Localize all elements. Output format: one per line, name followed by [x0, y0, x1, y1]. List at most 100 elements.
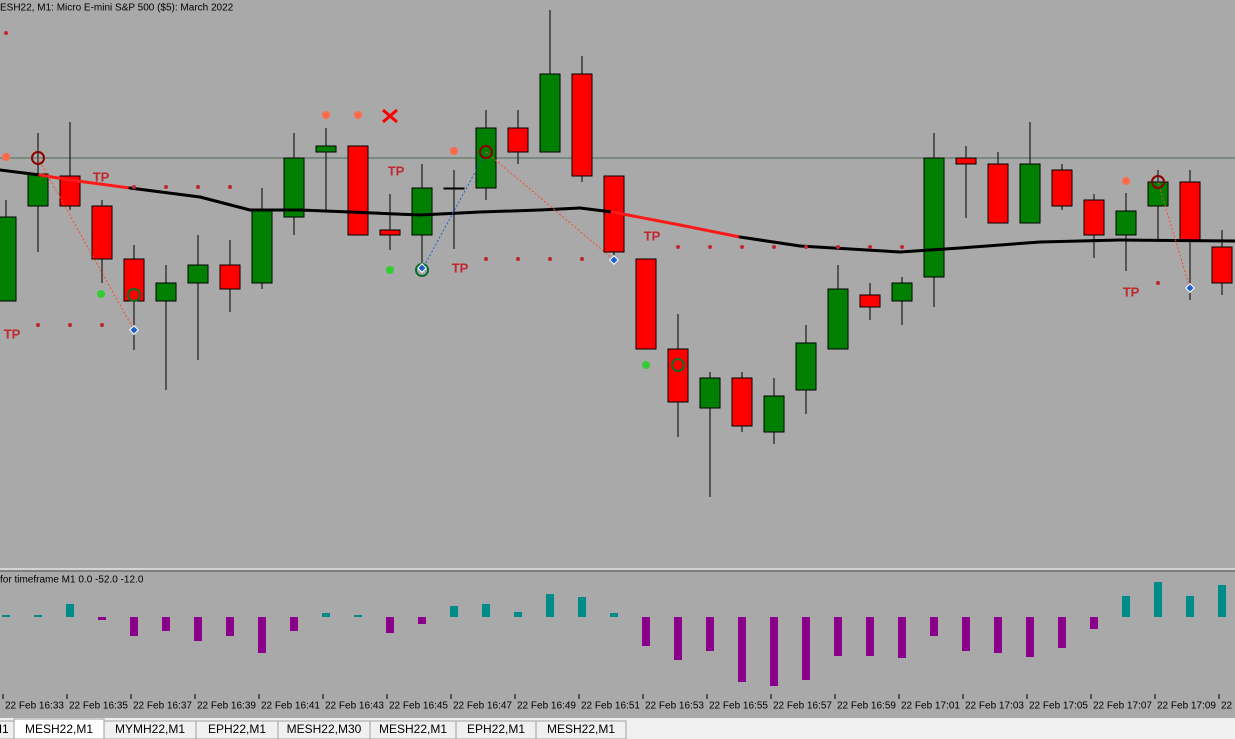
- histogram-bar: [706, 617, 714, 651]
- histogram-bar: [994, 617, 1002, 653]
- tp-label: TP: [388, 163, 405, 178]
- tp-label: TP: [452, 260, 469, 275]
- signal-dot: [100, 323, 104, 327]
- candle-body: [59, 175, 81, 207]
- moving-average: [578, 206, 614, 214]
- signal-dot: [4, 31, 8, 35]
- stop-marker: [417, 263, 427, 273]
- candle-body: [955, 157, 977, 165]
- histogram-bar: [546, 594, 554, 617]
- candle-body: [1147, 181, 1169, 207]
- histogram-bar: [226, 617, 234, 636]
- histogram-bar: [418, 617, 426, 624]
- candle-body: [1115, 210, 1137, 236]
- signal-dot: [804, 245, 808, 249]
- time-label: 22 Feb 16:41: [261, 701, 320, 712]
- time-label: 22 Feb 16:53: [645, 701, 704, 712]
- tab-label[interactable]: MESH22,M1: [379, 722, 447, 736]
- time-label: 22 Feb 16:39: [197, 701, 256, 712]
- histogram-bar: [770, 617, 778, 686]
- tab-label[interactable]: MESH22,M1: [547, 722, 615, 736]
- time-label: 22 Feb 16:49: [517, 701, 576, 712]
- time-label: 22 Feb 16:35: [69, 701, 128, 712]
- tab-label[interactable]: MESH22,M30: [287, 722, 362, 736]
- signal-dot: [516, 257, 520, 261]
- candle-body: [507, 127, 529, 153]
- signal-icon: [31, 151, 45, 165]
- signal-dot: [642, 361, 650, 369]
- signal-dot: [548, 257, 552, 261]
- signal-icon: [1151, 175, 1165, 189]
- histogram-bar: [322, 613, 330, 617]
- chart-title: ESH22, M1: Micro E-mini S&P 500 ($5): Ma…: [0, 3, 234, 14]
- moving-average: [38, 173, 72, 182]
- stop-marker: [609, 255, 619, 265]
- signal-dot: [2, 153, 10, 161]
- moving-average: [1038, 238, 1122, 244]
- time-label: 22 Feb 16:55: [709, 701, 768, 712]
- signal-dot: [740, 245, 744, 249]
- signal-dot: [868, 245, 872, 249]
- tab[interactable]: [535, 720, 627, 739]
- chart-background: [0, 0, 1235, 718]
- candle-body: [795, 342, 817, 391]
- moving-average: [898, 246, 962, 254]
- tab-label[interactable]: MESH22,M1: [25, 722, 93, 736]
- moving-average: [348, 210, 422, 217]
- histogram-bar: [258, 617, 266, 653]
- candle-body: [91, 205, 113, 260]
- moving-average: [198, 195, 252, 212]
- signal-icon: [479, 145, 493, 159]
- histogram-bar: [2, 615, 10, 617]
- candle-body: [443, 187, 465, 190]
- histogram-bar: [642, 617, 650, 646]
- tp-label: TP: [644, 228, 661, 243]
- tab-label[interactable]: EPH22,M1: [467, 722, 525, 736]
- candle-body: [923, 157, 945, 278]
- histogram-bar: [898, 617, 906, 658]
- histogram-bar: [1218, 585, 1226, 617]
- signal-dot: [354, 111, 362, 119]
- histogram-bar: [386, 617, 394, 633]
- signal-icon: [671, 358, 685, 372]
- histogram-bar: [610, 613, 618, 617]
- candle-body: [251, 209, 273, 284]
- signal-dot: [676, 245, 680, 249]
- histogram-bar: [930, 617, 938, 636]
- histogram-bar: [1186, 596, 1194, 617]
- time-label: 22 Feb 16:43: [325, 701, 384, 712]
- moving-average: [610, 210, 682, 227]
- candle-body: [699, 377, 721, 409]
- signal-dot: [196, 185, 200, 189]
- candle-body: [539, 73, 561, 153]
- histogram-bar: [194, 617, 202, 641]
- candle-body: [187, 264, 209, 284]
- moving-average: [958, 240, 1042, 250]
- candle-body: [123, 258, 145, 302]
- histogram-bar: [1090, 617, 1098, 629]
- moving-average: [678, 223, 742, 239]
- time-label: 22 Feb 16:51: [581, 701, 640, 712]
- signal-dot: [772, 245, 776, 249]
- stop-marker: [1185, 283, 1195, 293]
- candle-body: [315, 145, 337, 153]
- signal-link: [1157, 181, 1191, 289]
- histogram-bar: [1154, 582, 1162, 617]
- histogram-bar: [674, 617, 682, 660]
- histogram-bar: [962, 617, 970, 651]
- time-label: 22 Feb 17:03: [965, 701, 1024, 712]
- candle-body: [155, 282, 177, 302]
- signal-dot: [580, 257, 584, 261]
- signal-dot: [836, 245, 840, 249]
- tab-label[interactable]: H1: [0, 722, 9, 736]
- histogram-bar: [162, 617, 170, 631]
- candle-body: [379, 229, 401, 236]
- tab-label[interactable]: MYMH22,M1: [115, 722, 185, 736]
- time-label: 22 Feb 17:01: [901, 701, 960, 712]
- signal-icon: [127, 288, 141, 302]
- tab-label[interactable]: EPH22,M1: [208, 722, 266, 736]
- moving-average: [798, 244, 902, 254]
- moving-average: [1118, 238, 1235, 243]
- signal-dot: [68, 323, 72, 327]
- candle-body: [1083, 199, 1105, 236]
